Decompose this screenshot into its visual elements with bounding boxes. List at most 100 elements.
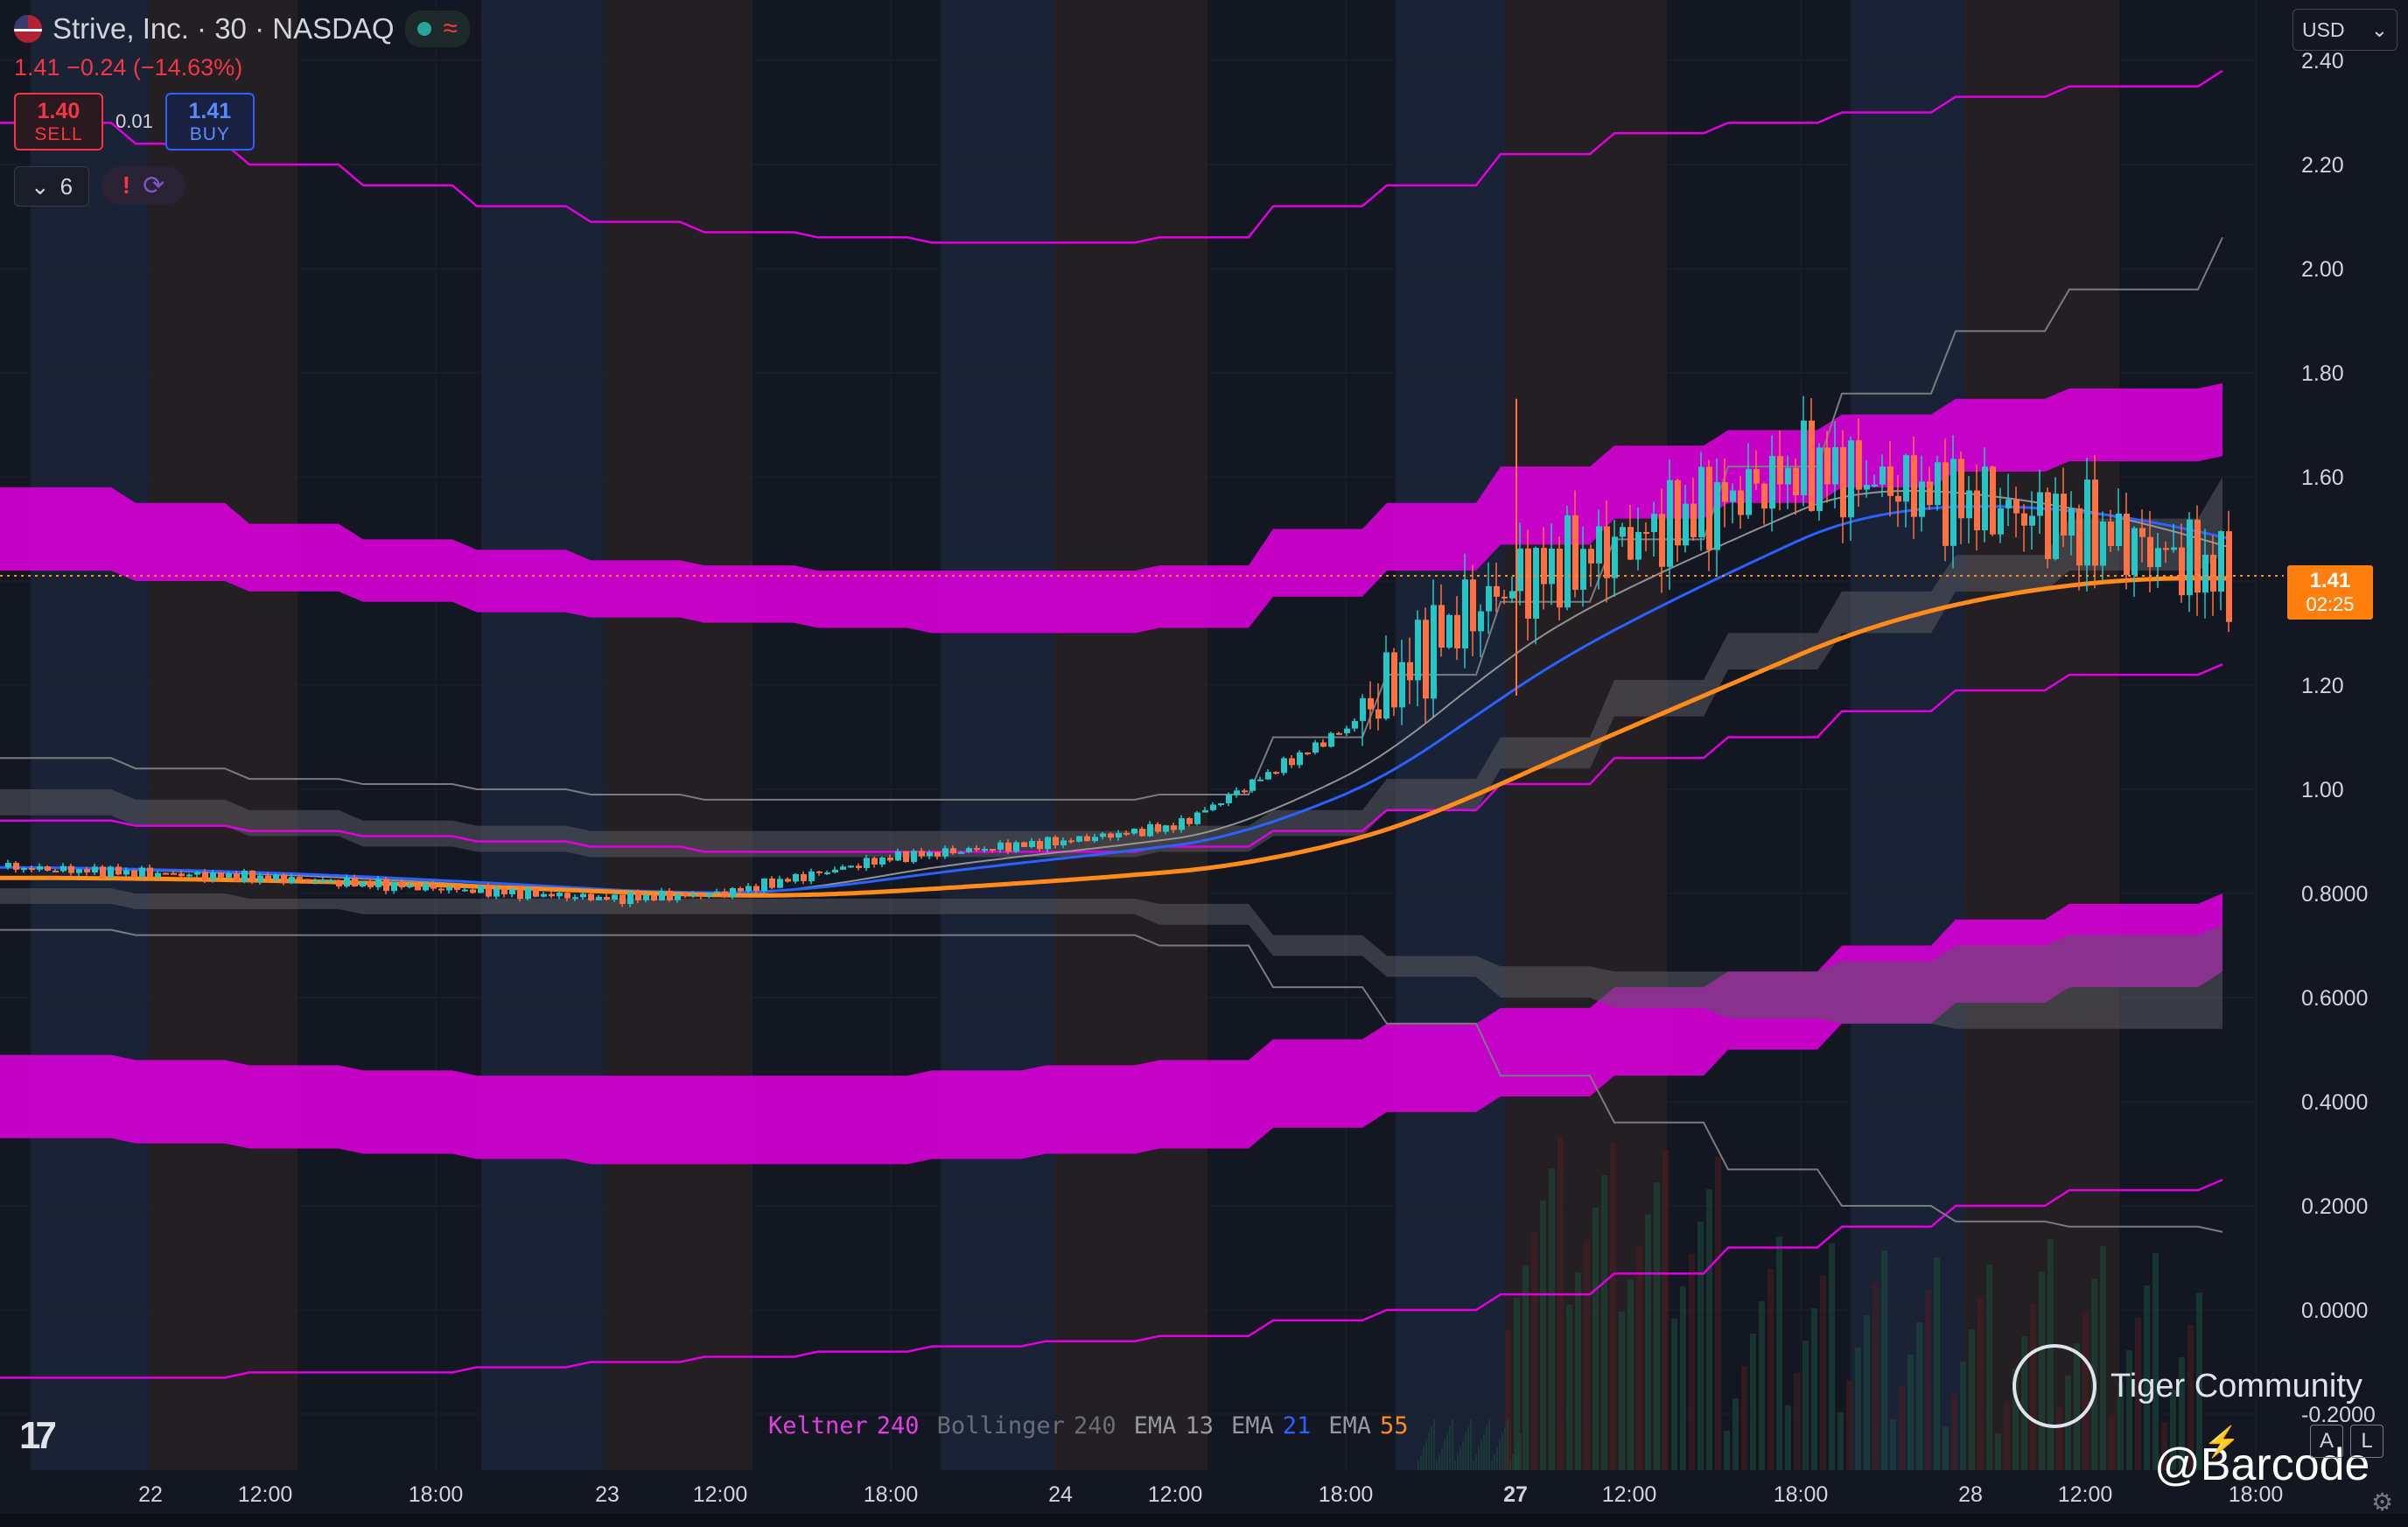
session-bands — [31, 0, 2119, 1470]
volume-bar-49 — [1934, 1257, 1940, 1470]
volume-bar-22 — [1698, 1222, 1704, 1470]
candle-body-281 — [2218, 531, 2224, 592]
candle-body-38 — [304, 879, 311, 882]
candle-body-68 — [541, 893, 547, 897]
candle-body-20 — [163, 872, 169, 875]
indicators-toggle[interactable]: ⌄ 6 — [14, 166, 89, 207]
candle-body-205 — [1620, 527, 1626, 537]
volume-bar-12 — [1610, 1143, 1616, 1470]
candle-body-207 — [1635, 531, 1642, 560]
candle-body-165 — [1305, 752, 1311, 754]
spread: 0.01 — [116, 110, 153, 132]
candle-body-240 — [1895, 495, 1901, 502]
candle-body-247 — [1950, 459, 1956, 546]
volume-bar-42 — [1872, 1283, 1879, 1470]
legend-name-1[interactable]: Bollinger — [936, 1412, 1065, 1439]
sell-button[interactable]: 1.40 SELL — [14, 93, 103, 151]
candle-body-160 — [1265, 772, 1271, 780]
volume-bar-74 — [2152, 1253, 2159, 1470]
candle-body-145 — [1147, 823, 1153, 837]
us-flag-icon — [14, 15, 42, 43]
volume-bar-early-35 — [1509, 1461, 1511, 1470]
volume-bar-early-14 — [1454, 1461, 1456, 1470]
candle-body-74 — [588, 893, 594, 900]
candle-body-148 — [1171, 825, 1177, 830]
volume-bar-early-1 — [1420, 1454, 1422, 1470]
market-status[interactable]: ≈ — [404, 11, 471, 47]
volume-bar-43 — [1881, 1250, 1887, 1470]
buy-button[interactable]: 1.41 BUY — [164, 93, 255, 151]
candle-body-182 — [1438, 605, 1445, 648]
candle-body-272 — [2147, 536, 2153, 568]
log-scale-button[interactable]: L — [2350, 1425, 2384, 1458]
volume-bar-53 — [1969, 1329, 1975, 1470]
volume-bar-15 — [1636, 1247, 1642, 1470]
symbol-header[interactable]: Strive, Inc. · 30 · NASDAQ ≈ — [14, 11, 471, 47]
volume-bar-10 — [1592, 1208, 1599, 1470]
x-tick-label-9: 27 — [1503, 1482, 1528, 1507]
volume-bar-6 — [1558, 1136, 1564, 1470]
x-tick-label-12: 28 — [1958, 1482, 1983, 1507]
candle-body-9 — [76, 869, 82, 873]
volume-bar-13 — [1619, 1312, 1625, 1470]
candle-body-58 — [462, 889, 468, 892]
candle-body-265 — [2092, 480, 2098, 566]
candle-body-37 — [297, 877, 303, 879]
price-change: 1.41 −0.24 (−14.63%) — [14, 54, 243, 81]
candle-body-144 — [1139, 829, 1145, 837]
candle-body-32 — [257, 875, 263, 882]
legend-name-0[interactable]: Keltner — [768, 1412, 868, 1439]
legend-name-4[interactable]: EMA — [1328, 1412, 1372, 1439]
indicator-legend[interactable]: Keltner 240 Bollinger 240 EMA 13 EMA 21 EMA 55 — [768, 1412, 1418, 1439]
volume-bar-early-39 — [1520, 1433, 1522, 1470]
candle-body-166 — [1312, 742, 1319, 753]
watermark: Tiger Community — [2012, 1344, 2362, 1428]
candle-body-85 — [675, 893, 681, 900]
volume-bar-early-18 — [1465, 1433, 1466, 1470]
candle-body-0 — [5, 863, 11, 868]
volume-bar-early-12 — [1449, 1426, 1451, 1470]
candle-body-30 — [242, 870, 248, 882]
legend-name-2[interactable]: EMA — [1133, 1412, 1177, 1439]
candle-body-174 — [1376, 709, 1382, 719]
candle-body-193 — [1525, 548, 1531, 619]
candle-body-187 — [1478, 611, 1484, 632]
volume-bar-36 — [1820, 1276, 1826, 1470]
candle-body-82 — [651, 894, 657, 900]
candle-body-264 — [2084, 480, 2090, 566]
volume-bar-early-37 — [1515, 1447, 1516, 1470]
candle-body-75 — [596, 896, 602, 900]
trade-panel: 1.40 SELL 0.01 1.41 BUY — [14, 93, 255, 151]
sell-price: 1.40 — [37, 98, 80, 123]
candle-body-99 — [785, 879, 791, 882]
gear-icon[interactable]: ⚙ — [2371, 1489, 2394, 1516]
auto-scale-button[interactable]: A — [2310, 1425, 2343, 1458]
candle-body-19 — [155, 872, 161, 877]
candle-body-60 — [478, 885, 484, 893]
candle-body-49 — [391, 881, 397, 892]
candle-body-128 — [1013, 842, 1019, 852]
candle-body-110 — [872, 858, 878, 865]
candle-body-277 — [2187, 519, 2193, 596]
candle-body-28 — [226, 873, 232, 878]
candle-body-39 — [312, 880, 318, 883]
keltner-lower-band — [0, 893, 2222, 1165]
candle-body-242 — [1911, 455, 1917, 517]
volume-bar-9 — [1584, 1240, 1590, 1470]
volume-bar-68 — [2100, 1246, 2106, 1470]
sync-icon: ⟳ — [143, 171, 165, 200]
time-axis: 22 12:00 18:00 23 12:00 18:00 24 12:00 18:00 27 12… — [138, 1482, 2283, 1507]
candle-body-196 — [1549, 548, 1555, 585]
volume-bar-early-11 — [1446, 1433, 1448, 1470]
volume-bar-early-22 — [1475, 1454, 1477, 1470]
watermark-name: Tiger Community — [2110, 1367, 2362, 1404]
lightning-icon[interactable]: ⚡ — [2203, 1426, 2241, 1459]
session-band-7 — [1505, 0, 1667, 1470]
indicator-status[interactable]: ! ⟳ — [102, 166, 186, 205]
tradingview-logo[interactable]: 17 — [19, 1414, 57, 1457]
candle-body-156 — [1234, 790, 1240, 795]
x-tick-label-4: 12:00 — [693, 1482, 748, 1507]
legend-name-3[interactable]: EMA — [1230, 1412, 1274, 1439]
currency-select[interactable]: USD ⌄ — [2292, 9, 2398, 51]
